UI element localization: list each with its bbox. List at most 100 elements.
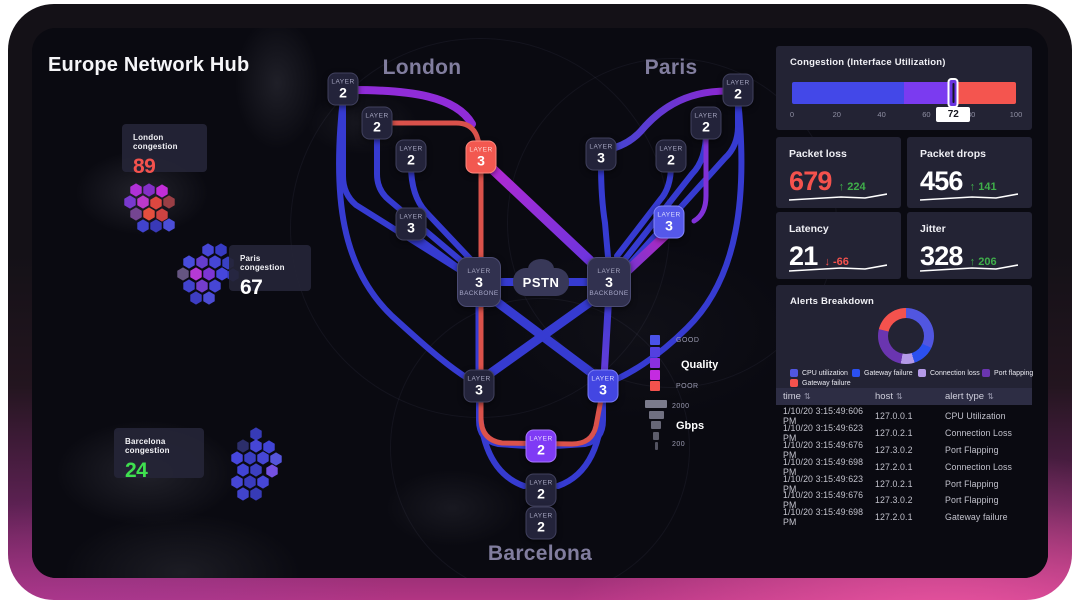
legend-swatch — [982, 369, 990, 377]
topology-node-layer-3[interactable]: LAYER 3 — [463, 369, 495, 403]
quality-swatch — [650, 335, 660, 345]
alert-type: Connection Loss — [945, 461, 1013, 472]
alert-table-row[interactable]: 1/10/20 3:15:49:623 PM 127.0.2.1 Connectio… — [776, 423, 1032, 443]
gauge-marker[interactable] — [947, 78, 959, 108]
donut-legend-item: Port flapping — [982, 369, 1033, 377]
alert-host: 127.0.2.1 — [875, 428, 913, 439]
topology-node-layer-3[interactable]: LAYER 3 — [587, 369, 619, 403]
alert-type: Gateway failure — [945, 512, 1008, 523]
alert-time: 1/10/20 3:15:49:623 PM — [783, 473, 864, 494]
congestion-card-label: London congestion — [133, 133, 178, 151]
dashboard-screen: Europe Network Hub — [32, 28, 1048, 578]
alert-host: 127.3.0.2 — [875, 495, 913, 506]
quality-swatch — [650, 381, 660, 391]
latency-card: Latency 21 ↓ -66 — [776, 212, 901, 279]
donut-legend-item: Gateway failure — [790, 379, 852, 387]
alert-time: 1/10/20 3:15:49:698 PM — [783, 507, 864, 528]
column-header-host[interactable]: host ⇅ — [875, 391, 903, 402]
congestion-card-label: Barcelona congestion — [125, 437, 170, 455]
packet-drops-card: Packet drops 456 ↑ 141 — [907, 137, 1032, 208]
topology-node-layer-2[interactable]: LAYER 2 — [525, 473, 557, 507]
gauge-segment — [792, 82, 904, 104]
legend-swatch — [852, 369, 860, 377]
gbps-bar — [645, 400, 667, 408]
sort-icon: ⇅ — [803, 392, 811, 401]
alert-table-row[interactable]: 1/10/20 3:15:49:676 PM 127.3.0.2 Port Flap… — [776, 440, 1032, 460]
kpi-label: Latency — [789, 223, 829, 235]
alert-type: Port Flapping — [945, 495, 999, 506]
gauge-segment — [904, 82, 958, 104]
alert-table-row[interactable]: 1/10/20 3:15:49:606 PM 127.0.0.1 CPU Utili… — [776, 406, 1032, 427]
topology-node-layer-3[interactable]: LAYER 3 — [653, 205, 685, 239]
kpi-label: Jitter — [920, 223, 946, 235]
gauge-tick-label: 60 — [922, 110, 931, 119]
kpi-value: 328 — [920, 241, 963, 271]
topology-node-layer-2[interactable]: LAYER 2 — [395, 139, 427, 173]
sort-icon: ⇅ — [987, 392, 994, 401]
alert-table-row[interactable]: 1/10/20 3:15:49:698 PM 127.2.0.1 Connectio… — [776, 456, 1032, 477]
topology-node-layer-2[interactable]: LAYER 2 — [722, 73, 754, 107]
topology-node-layer-3[interactable]: LAYER 3 — [465, 140, 497, 174]
topology-node-layer-2[interactable]: LAYER 2 — [655, 139, 687, 173]
kpi-label: Packet loss — [789, 148, 847, 160]
topology-node-layer-3[interactable]: LAYER 3 — [585, 137, 617, 171]
alert-type: Port Flapping — [945, 478, 999, 489]
quality-good-label: GOOD — [676, 337, 700, 344]
topology-node-layer-2[interactable]: LAYER 2 — [327, 72, 359, 106]
alert-type: Port Flapping — [945, 444, 999, 455]
alerts-donut-chart — [878, 308, 934, 364]
alert-time: 1/10/20 3:15:49:606 PM — [783, 406, 864, 427]
gbps-bar — [653, 431, 659, 440]
gbps-legend: 2000 Gbps 200 — [632, 400, 742, 455]
gauge-tick-label: 0 — [789, 110, 795, 119]
legend-swatch — [790, 369, 798, 377]
alert-type: Connection Loss — [945, 428, 1013, 439]
alerts-table-header: time ⇅ host ⇅ alert type ⇅ — [776, 388, 1032, 405]
pstn-cloud-node[interactable]: PSTN — [513, 259, 569, 296]
jitter-card: Jitter 328 ↑ 206 — [907, 212, 1032, 279]
alert-host: 127.2.0.1 — [875, 461, 913, 472]
quality-poor-label: POOR — [676, 383, 699, 390]
kpi-value: 456 — [920, 166, 963, 196]
column-header-alert-type[interactable]: alert type ⇅ — [945, 391, 994, 402]
kpi-delta: ↓ -66 — [824, 256, 849, 268]
kpi-sparkline — [920, 264, 1018, 272]
gbps-bar — [654, 442, 658, 450]
topology-node-layer-3[interactable]: LAYER 3 BACKBONE — [457, 257, 501, 307]
sort-icon: ⇅ — [895, 392, 903, 401]
kpi-sparkline — [789, 264, 887, 272]
topology-node-layer-2[interactable]: LAYER 2 — [361, 106, 393, 140]
kpi-delta: ↑ 206 — [969, 256, 997, 268]
legend-label: Port flapping — [994, 369, 1034, 377]
page-title: Europe Network Hub — [48, 54, 250, 76]
topology-node-layer-3[interactable]: LAYER 3 — [395, 207, 427, 241]
city-label-london: London — [382, 56, 462, 79]
gauge-tick-label: 40 — [877, 110, 886, 119]
alert-table-row[interactable]: 1/10/20 3:15:49:698 PM 127.2.0.1 Gateway f… — [776, 507, 1032, 528]
legend-label: Connection loss — [930, 369, 980, 377]
legend-swatch — [918, 369, 926, 377]
alert-table-row[interactable]: 1/10/20 3:15:49:676 PM 127.3.0.2 Port Flap… — [776, 490, 1032, 510]
alerts-breakdown-title: Alerts Breakdown — [790, 296, 874, 307]
quality-swatch — [650, 346, 660, 357]
alert-type: CPU Utilization — [945, 411, 1006, 422]
column-header-time[interactable]: time ⇅ — [783, 391, 811, 402]
alert-table-row[interactable]: 1/10/20 3:15:49:623 PM 127.0.2.1 Port Flap… — [776, 473, 1032, 494]
alert-host: 127.3.0.2 — [875, 444, 913, 455]
topology-node-layer-3[interactable]: LAYER 3 BACKBONE — [587, 257, 631, 307]
gbps-bar — [651, 421, 661, 429]
gauge-value-chip: 72 — [936, 107, 971, 122]
gauge-title: Congestion (Interface Utilization) — [790, 57, 946, 68]
city-label-barcelona: Barcelona — [487, 542, 593, 565]
donut-legend-item: Gateway failure — [852, 369, 918, 377]
topology-node-layer-2[interactable]: LAYER 2 — [690, 106, 722, 140]
kpi-delta: ↑ 224 — [838, 181, 866, 193]
alert-time: 1/10/20 3:15:49:698 PM — [783, 456, 864, 477]
quality-legend: GOOD Quality POOR — [650, 335, 750, 397]
legend-label: CPU utilization — [802, 369, 848, 377]
legend-label: Gateway failure — [802, 379, 851, 387]
congestion-card-value: 89 — [133, 155, 156, 178]
alert-host: 127.2.0.1 — [875, 512, 913, 523]
topology-node-layer-2[interactable]: LAYER 2 — [525, 429, 557, 463]
topology-node-layer-2[interactable]: LAYER 2 — [525, 506, 557, 540]
